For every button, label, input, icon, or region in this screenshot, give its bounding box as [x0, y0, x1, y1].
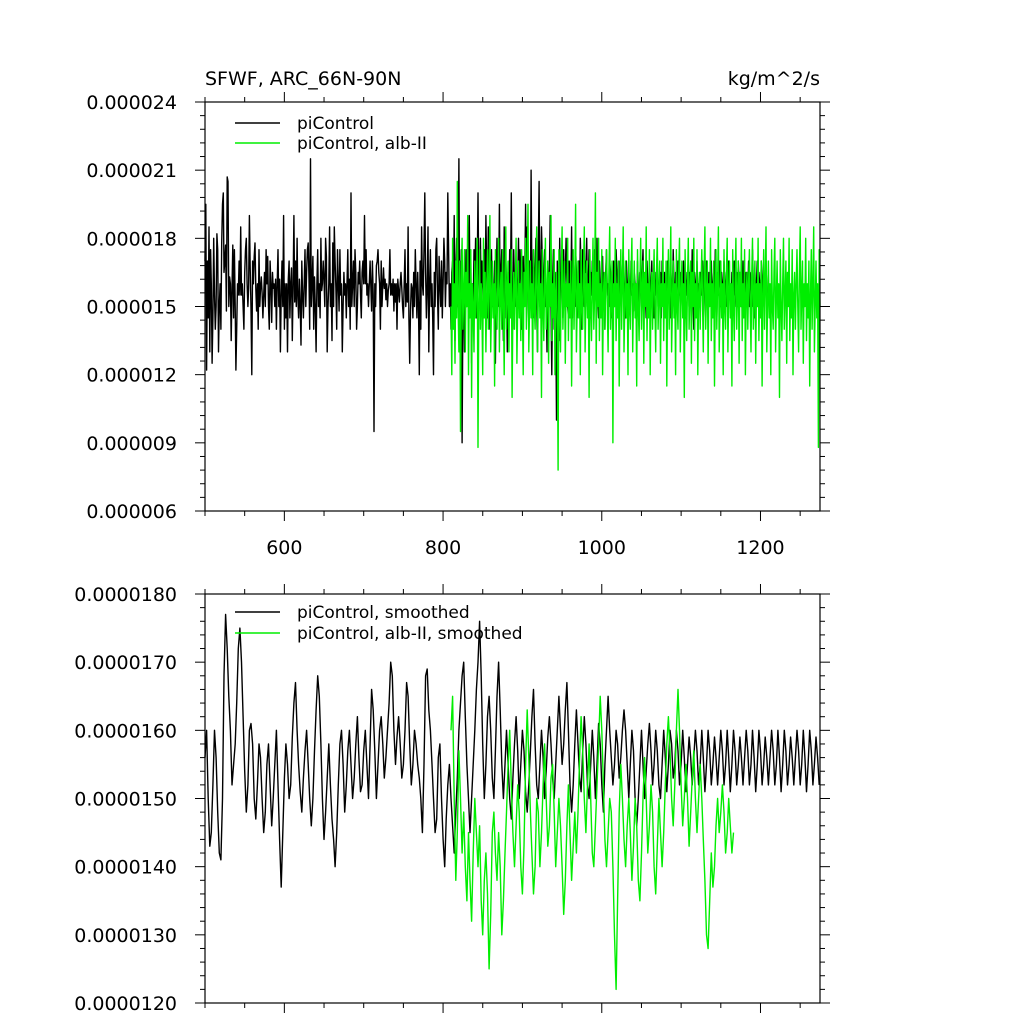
top-panel-legend: piControl piControl, alb-II	[235, 114, 427, 154]
bottom-y-tick-label: 0.0000180	[74, 584, 177, 606]
top-y-tick-label: 0.000012	[86, 365, 177, 387]
top-x-tick-label: 1200	[736, 537, 784, 559]
top-series-picontrol-alb-ii	[450, 180, 821, 471]
legend-label-picontrol-alb-ii-smoothed: piControl, alb-II, smoothed	[297, 624, 523, 644]
bottom-y-tick-label: 0.0000170	[74, 652, 177, 674]
legend-label-picontrol: piControl	[297, 114, 374, 134]
top-x-tick-label: 800	[425, 537, 461, 559]
bottom-panel-legend: piControl, smoothed piControl, alb-II, s…	[235, 603, 523, 644]
bottom-y-tick-label: 0.0000120	[74, 993, 177, 1015]
bottom-panel: 0.0000120 0.0000130 0.0000140 0.0000150 0.00…	[74, 584, 830, 1015]
top-x-tick-label: 1000	[578, 537, 626, 559]
bottom-panel-axes: 0.0000120 0.0000130 0.0000140 0.0000150 0.00…	[74, 584, 830, 1015]
top-y-tick-label: 0.000009	[86, 433, 177, 455]
top-y-tick-label: 0.000006	[86, 501, 177, 523]
top-y-tick-label: 0.000021	[86, 160, 177, 182]
bottom-y-tick-label: 0.0000150	[74, 789, 177, 811]
top-y-tick-label: 0.000024	[86, 92, 177, 114]
bottom-series-picontrol-alb-ii-smoothed	[450, 688, 735, 991]
top-panel-axes: 600 800 1000 1200 0.000006 0.000009 0.000012 0.…	[86, 92, 830, 559]
top-panel-units: kg/m^2/s	[728, 68, 820, 90]
bottom-panel-series-group	[204, 613, 820, 991]
top-panel-series-group	[204, 158, 821, 471]
bottom-y-tick-label: 0.0000160	[74, 720, 177, 742]
top-panel: SFWF, ARC_66N-90N kg/m^2/s 600 800 1000 120…	[86, 68, 830, 559]
legend-label-picontrol-alb-ii: piControl, alb-II	[297, 134, 427, 154]
top-x-tick-label: 600	[266, 537, 302, 559]
top-panel-title: SFWF, ARC_66N-90N	[205, 68, 401, 90]
bottom-y-tick-label: 0.0000140	[74, 857, 177, 879]
legend-label-picontrol-smoothed: piControl, smoothed	[297, 603, 470, 623]
top-y-tick-label: 0.000015	[86, 297, 177, 319]
top-y-tick-label: 0.000018	[86, 228, 177, 250]
top-series-picontrol	[204, 158, 768, 444]
bottom-y-tick-label: 0.0000130	[74, 925, 177, 947]
